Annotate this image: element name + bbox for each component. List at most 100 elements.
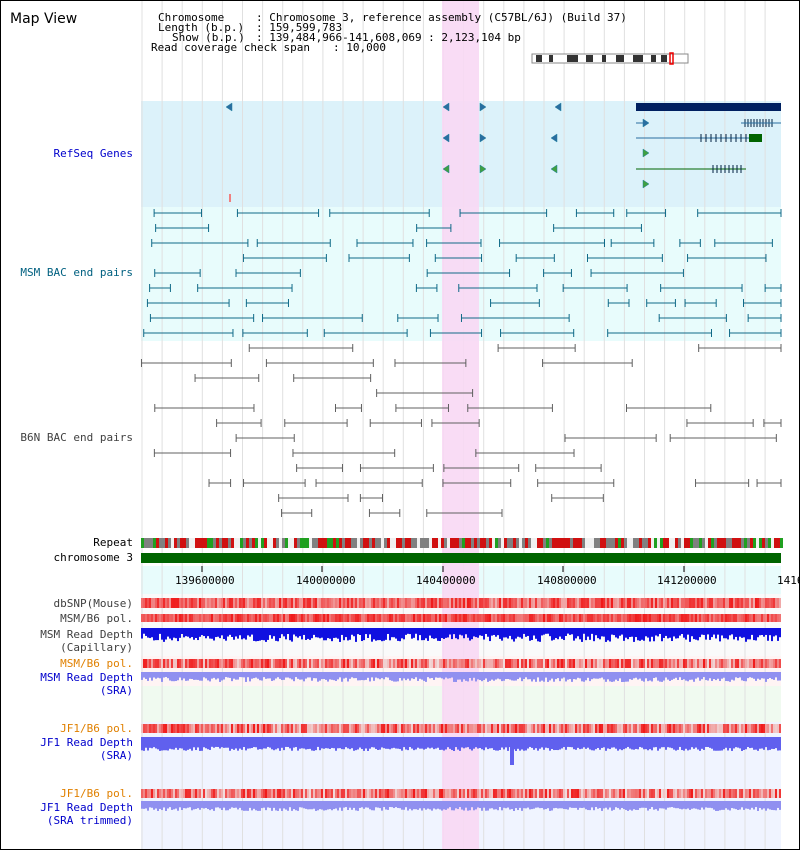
depth-bar bbox=[297, 801, 299, 811]
depth-bar bbox=[637, 672, 639, 680]
repeat-block bbox=[279, 538, 282, 548]
heat-cell bbox=[387, 614, 389, 622]
heat-cell bbox=[523, 598, 525, 608]
heat-cell bbox=[313, 789, 315, 798]
depth-bar bbox=[169, 801, 171, 808]
depth-bar bbox=[451, 628, 453, 640]
depth-bar bbox=[235, 672, 237, 680]
heat-cell bbox=[547, 598, 549, 608]
repeat-block bbox=[576, 538, 579, 548]
heat-cell bbox=[321, 789, 323, 798]
heat-cell bbox=[287, 598, 289, 608]
depth-bar bbox=[397, 801, 399, 809]
heat-cell bbox=[575, 614, 577, 622]
heat-cell bbox=[559, 724, 561, 733]
depth-bar bbox=[757, 801, 759, 811]
repeat-block bbox=[663, 538, 666, 548]
heat-cell bbox=[189, 614, 191, 622]
track-label-msm-bac[interactable]: MSM BAC end pairs bbox=[20, 266, 133, 279]
heat-cell bbox=[527, 598, 529, 608]
heat-cell bbox=[729, 659, 731, 668]
depth-bar bbox=[511, 801, 513, 810]
heat-cell bbox=[213, 614, 215, 622]
heat-cell bbox=[711, 614, 713, 622]
repeat-block bbox=[339, 538, 342, 548]
repeat-block bbox=[192, 538, 195, 548]
heat-cell bbox=[757, 598, 759, 608]
depth-bar bbox=[239, 737, 241, 749]
depth-bar bbox=[593, 672, 595, 679]
heat-cell bbox=[389, 724, 391, 733]
heat-cell bbox=[709, 724, 711, 733]
track-label-b6n-bac[interactable]: B6N BAC end pairs bbox=[20, 431, 133, 444]
heat-cell bbox=[191, 614, 193, 622]
depth-bar bbox=[195, 672, 197, 680]
depth-bar bbox=[153, 672, 155, 678]
heat-cell bbox=[197, 598, 199, 608]
depth-bar bbox=[571, 737, 573, 748]
heat-cell bbox=[165, 614, 167, 622]
depth-bar bbox=[383, 672, 385, 680]
heat-cell bbox=[393, 789, 395, 798]
repeat-block bbox=[600, 538, 603, 548]
repeat-block bbox=[579, 538, 582, 548]
depth-bar bbox=[695, 801, 697, 809]
heat-cell bbox=[339, 614, 341, 622]
repeat-block bbox=[321, 538, 324, 548]
depth-bar bbox=[599, 628, 601, 640]
heat-cell bbox=[201, 659, 203, 668]
repeat-block bbox=[699, 538, 702, 548]
heat-cell bbox=[725, 789, 727, 798]
heat-cell bbox=[451, 598, 453, 608]
depth-bar bbox=[489, 672, 491, 681]
heat-cell bbox=[157, 614, 159, 622]
heat-cell bbox=[301, 724, 303, 733]
depth-bar bbox=[557, 737, 559, 751]
heat-cell bbox=[449, 598, 451, 608]
depth-bar bbox=[247, 737, 249, 749]
heat-cell bbox=[335, 789, 337, 798]
heat-cell bbox=[695, 789, 697, 798]
depth-bar bbox=[673, 801, 675, 808]
depth-bar bbox=[769, 801, 771, 810]
depth-bar bbox=[725, 737, 727, 748]
depth-bar bbox=[387, 672, 389, 678]
heat-cell bbox=[491, 724, 493, 733]
heat-cell bbox=[211, 789, 213, 798]
heat-cell bbox=[597, 614, 599, 622]
heat-cell bbox=[377, 724, 379, 733]
depth-bar bbox=[431, 737, 433, 748]
heat-cell bbox=[667, 724, 669, 733]
depth-bar bbox=[445, 737, 447, 750]
heat-cell bbox=[713, 598, 715, 608]
gene-exon bbox=[749, 134, 762, 142]
heat-cell bbox=[673, 789, 675, 798]
depth-bar bbox=[301, 737, 303, 749]
depth-bar bbox=[345, 737, 347, 748]
repeat-block bbox=[603, 538, 606, 548]
heat-cell bbox=[427, 614, 429, 622]
depth-bar bbox=[573, 672, 575, 680]
heat-cell bbox=[577, 724, 579, 733]
heat-cell bbox=[543, 789, 545, 798]
heat-cell bbox=[281, 659, 283, 668]
depth-bar bbox=[679, 672, 681, 678]
depth-bar bbox=[433, 737, 435, 750]
heat-cell bbox=[415, 724, 417, 733]
track-label-refseq[interactable]: RefSeq Genes bbox=[53, 147, 133, 160]
depth-bar bbox=[561, 628, 563, 639]
depth-bar bbox=[213, 737, 215, 748]
depth-bar bbox=[385, 801, 387, 810]
heat-cell bbox=[467, 598, 469, 608]
heat-cell bbox=[509, 659, 511, 668]
heat-cell bbox=[371, 598, 373, 608]
repeat-block bbox=[561, 538, 564, 548]
depth-bar bbox=[211, 628, 213, 639]
heat-cell bbox=[477, 659, 479, 668]
depth-bar bbox=[673, 672, 675, 679]
repeat-block bbox=[438, 538, 441, 548]
depth-bar bbox=[663, 672, 665, 681]
repeat-block bbox=[285, 538, 288, 548]
depth-bar bbox=[455, 801, 457, 809]
